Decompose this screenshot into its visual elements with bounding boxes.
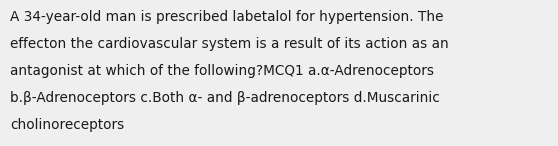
Text: effecton the cardiovascular system is a result of its action as an: effecton the cardiovascular system is a …: [10, 37, 449, 51]
Text: antagonist at which of the following?MCQ1 a.α-Adrenoceptors: antagonist at which of the following?MCQ…: [10, 64, 434, 78]
Text: b.β-Adrenoceptors c.Both α- and β-adrenoceptors d.Muscarinic: b.β-Adrenoceptors c.Both α- and β-adreno…: [10, 91, 440, 105]
Text: cholinoreceptors: cholinoreceptors: [10, 118, 124, 132]
Text: A 34-year-old man is prescribed labetalol for hypertension. The: A 34-year-old man is prescribed labetalo…: [10, 10, 444, 24]
